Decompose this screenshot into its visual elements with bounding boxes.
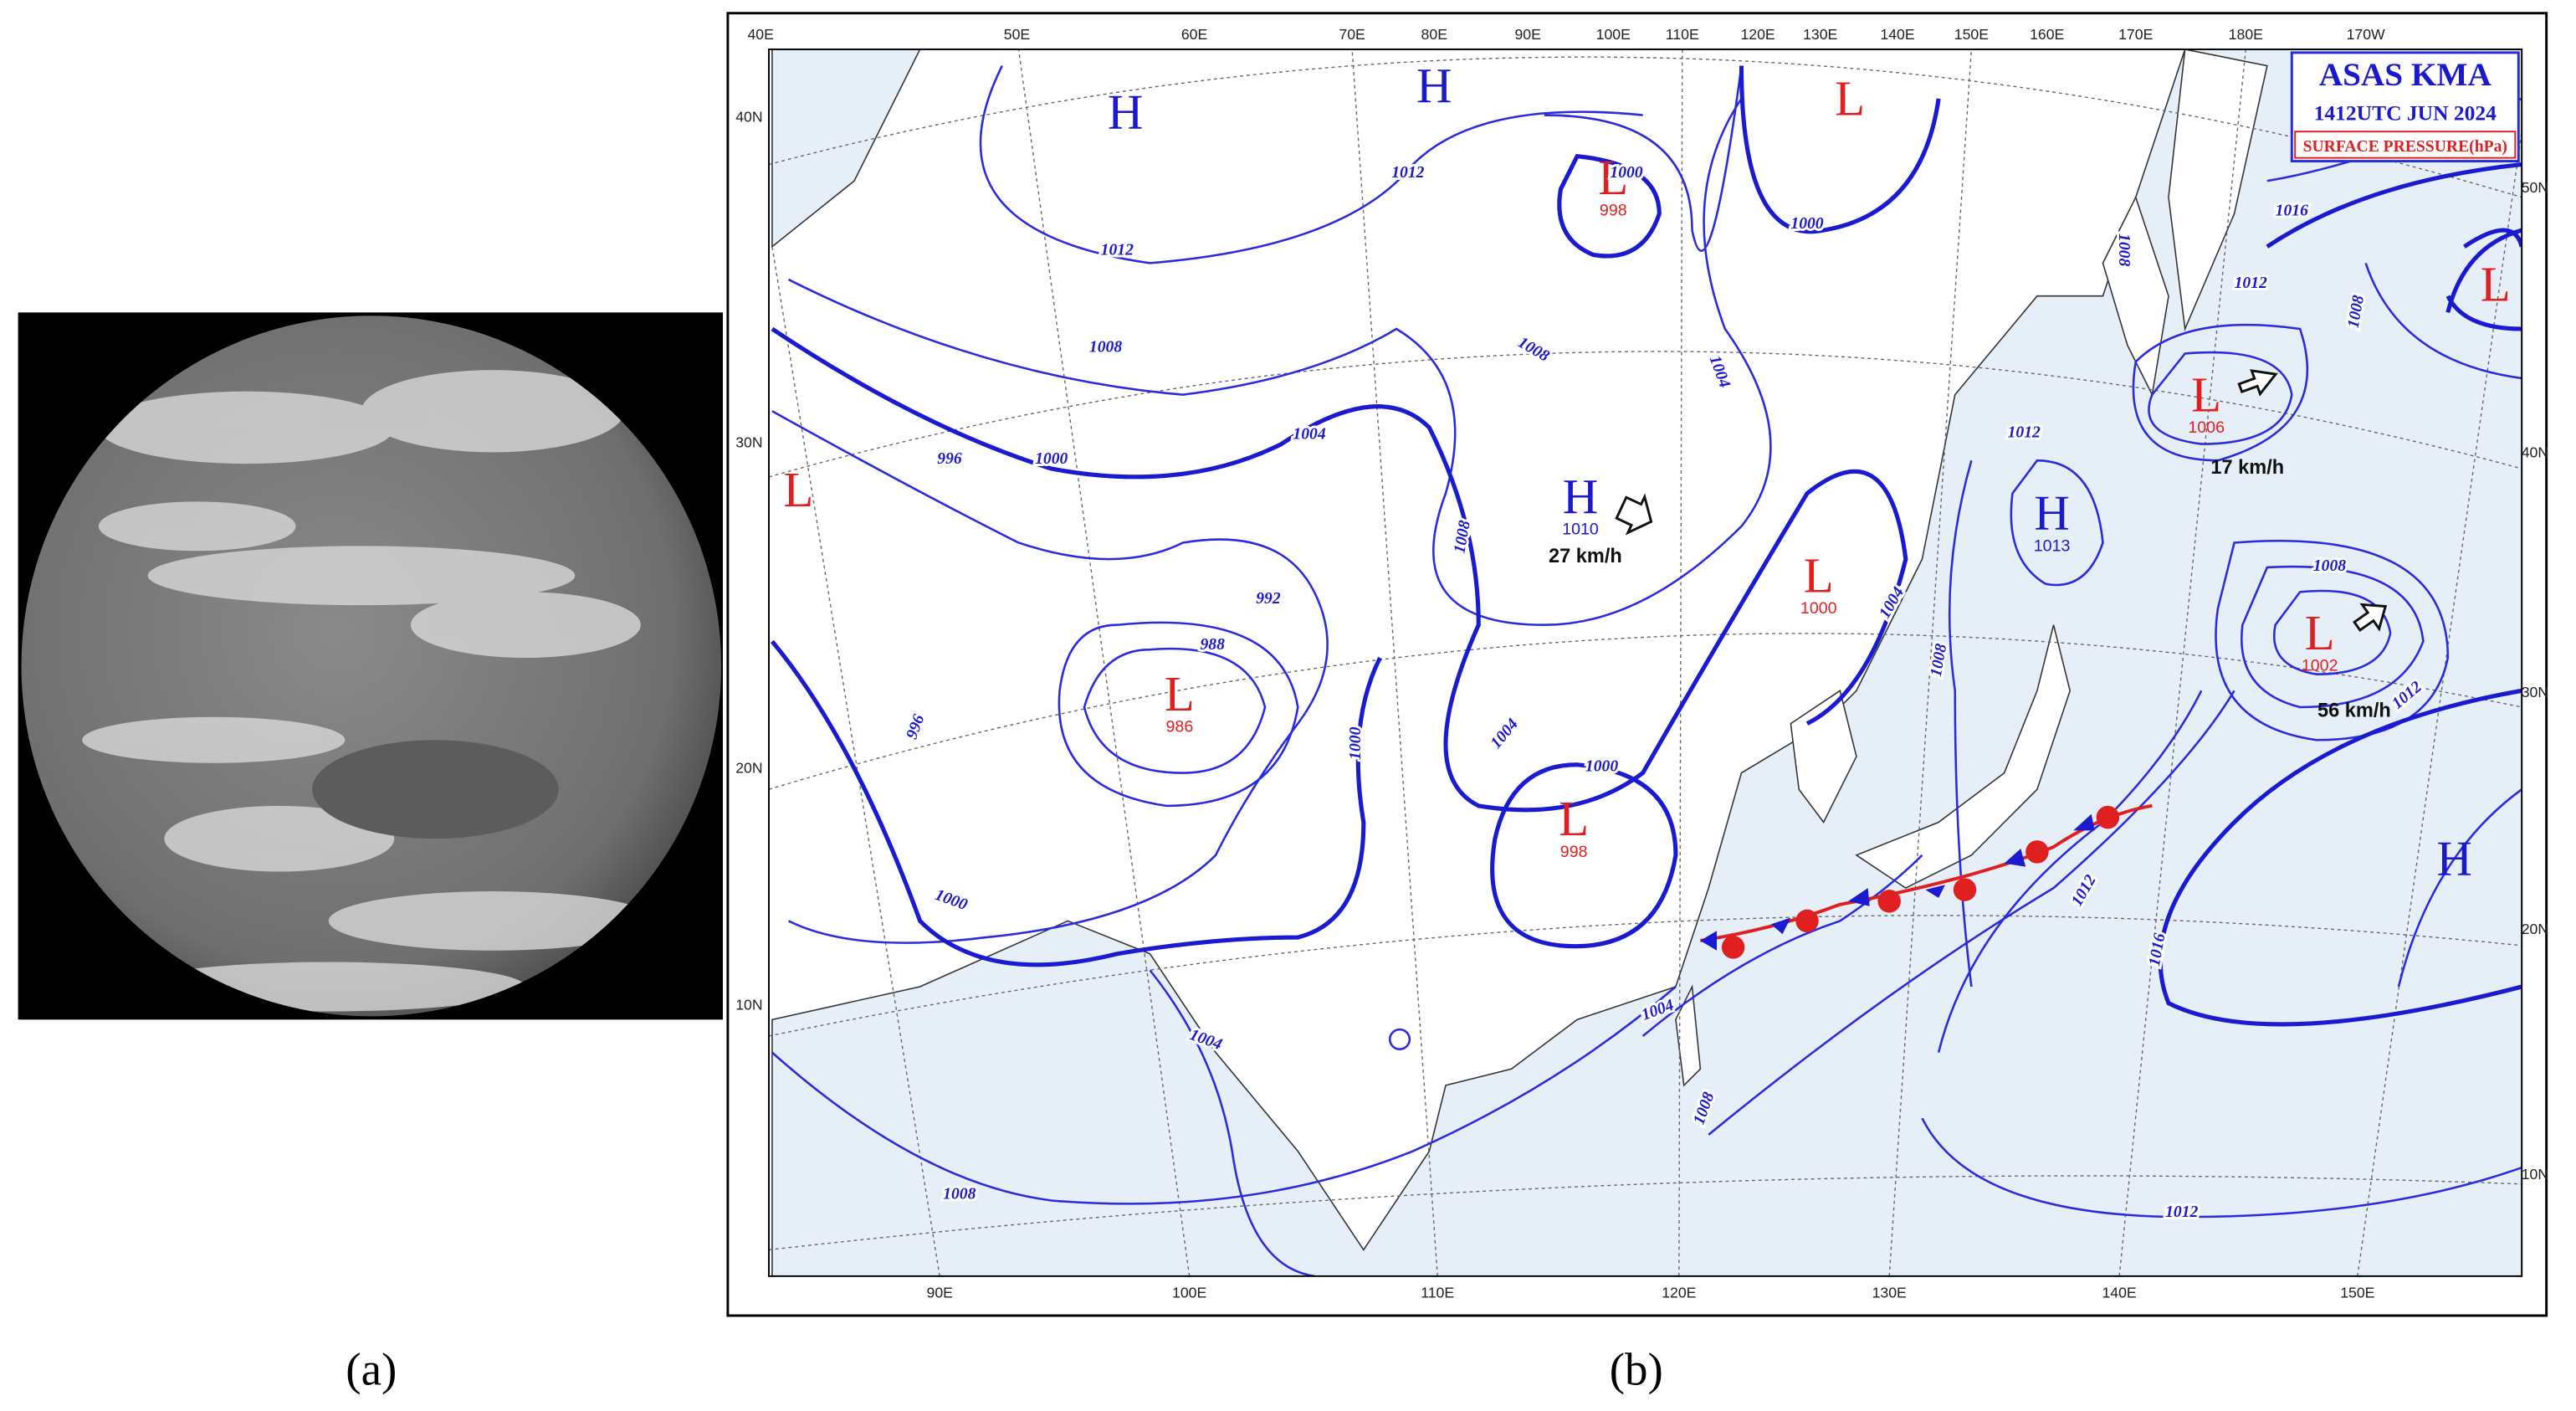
pressure-center: L: [2191, 367, 2221, 422]
lon-label: 80E: [1421, 26, 1448, 43]
pressure-center: H: [2436, 830, 2472, 885]
title-box: ASAS KMA 1412UTC JUN 2024 SURFACE PRESSU…: [2290, 51, 2520, 163]
stationary-front: [1700, 803, 2153, 959]
lat-label: 20N: [735, 760, 762, 777]
lon-label: 150E: [2340, 1284, 2374, 1301]
motion-speed: 27 km/h: [1549, 545, 1622, 567]
isobar-label: 1000: [1346, 726, 1365, 759]
map-labels: H H LL998H1010L1000H1013L1006L1002LLL986L9…: [783, 58, 2511, 1224]
isobar-label: 988: [1200, 635, 1225, 654]
center-pressure: 1002: [2302, 657, 2338, 675]
map-title: ASAS KMA: [2319, 57, 2492, 93]
isobar-label: 1008: [2313, 557, 2346, 575]
isobar-label: 1016: [2276, 201, 2308, 219]
isobar-label: 1012: [2008, 423, 2041, 442]
isobar-label: 996: [937, 449, 962, 468]
lon-label: 170W: [2347, 26, 2385, 43]
lon-label: 130E: [1803, 26, 1837, 43]
lon-label: 110E: [1666, 26, 1699, 43]
isobar-label: 1004: [1293, 425, 1325, 444]
lat-label: 30N: [735, 434, 762, 450]
pressure-center: H: [2034, 485, 2070, 541]
lon-label: 110E: [1421, 1284, 1454, 1301]
map: H H LL998H1010L1000H1013L1006L1002LLL986L9…: [768, 49, 2522, 1276]
isobar-label: 1008: [2115, 233, 2133, 266]
caption-b: (b): [1610, 1344, 1663, 1395]
lon-label: 160E: [2030, 26, 2064, 43]
lon-label: 170E: [2118, 26, 2153, 43]
isobar-label: 992: [1256, 589, 1281, 608]
center-pressure: 1013: [2034, 536, 2071, 555]
lat-label: 40N: [2522, 444, 2548, 460]
pressure-center: L: [2305, 605, 2335, 660]
lat-label: 20N: [2522, 921, 2548, 937]
isobar-label: 1012: [2165, 1203, 2198, 1221]
center-pressure: 998: [1560, 843, 1588, 861]
isobar-label: 1012: [2235, 274, 2267, 292]
caption-a: (a): [346, 1344, 397, 1395]
isobar-label: 1000: [1610, 163, 1642, 182]
lon-label: 130E: [1872, 1284, 1907, 1301]
lon-label: 120E: [1740, 26, 1775, 43]
center-pressure: 1000: [1800, 599, 1837, 618]
lon-label: 60E: [1181, 26, 1208, 43]
pressure-center: L: [1835, 71, 1865, 126]
pressure-center: L: [783, 462, 813, 517]
isobar-label: 1012: [1101, 241, 1134, 259]
lat-label: 40N: [735, 108, 762, 125]
lon-label: 40E: [747, 26, 774, 43]
pressure-center: L: [1804, 547, 1834, 603]
lon-label: 100E: [1596, 26, 1631, 43]
satellite-image: [18, 312, 724, 1020]
lon-label: 140E: [2102, 1284, 2136, 1301]
lon-label: 180E: [2229, 26, 2263, 43]
lon-label: 120E: [1662, 1284, 1696, 1301]
isobar-label: 1000: [1035, 449, 1068, 468]
pressure-center: L: [1165, 666, 1195, 721]
pressure-center: H: [1563, 469, 1599, 524]
center-pressure: 998: [1600, 201, 1627, 219]
isobar-label: 1000: [1585, 757, 1618, 776]
isobar-label: 1012: [1391, 163, 1424, 182]
pressure-center: H: [1416, 58, 1452, 113]
center-pressure: 1010: [1562, 521, 1599, 539]
plot-border: [768, 48, 2523, 1277]
isobar-label: 1008: [1089, 338, 1122, 357]
map-time: 1412UTC JUN 2024: [2314, 100, 2497, 125]
lon-label: 70E: [1339, 26, 1365, 43]
lon-label: 100E: [1172, 1284, 1206, 1301]
lon-label: 90E: [927, 1284, 954, 1301]
isobars: [770, 65, 2522, 1276]
pressure-center: L: [1559, 791, 1589, 846]
map-product: SURFACE PRESSURE(hPa): [2303, 137, 2507, 156]
motion-arrows: [1615, 369, 2388, 633]
isobar-label: 1000: [1790, 214, 1823, 233]
center-pressure: 986: [1166, 717, 1194, 736]
lon-label: 50E: [1004, 26, 1031, 43]
center-pressure: 1006: [2188, 418, 2225, 437]
lon-label: 90E: [1514, 26, 1541, 43]
lon-label: 140E: [1880, 26, 1914, 43]
pressure-center: L: [1598, 150, 1628, 205]
motion-speed: 17 km/h: [2210, 456, 2284, 478]
lat-label: 10N: [735, 997, 762, 1013]
axis-labels: 40E 50E 60E 70E 80E 90E 100E 110E 120E 130E 140E 15…: [735, 26, 2548, 1301]
lat-label: 10N: [2522, 1166, 2548, 1183]
motion-speed: 56 km/h: [2317, 700, 2391, 721]
lon-label: 150E: [1954, 26, 1989, 43]
pressure-center: L: [2481, 257, 2511, 312]
lat-label: 30N: [2522, 684, 2548, 700]
isobar-label: 1008: [943, 1185, 976, 1203]
lat-label: 50N: [2522, 179, 2548, 196]
pressure-center: H: [1108, 84, 1144, 139]
